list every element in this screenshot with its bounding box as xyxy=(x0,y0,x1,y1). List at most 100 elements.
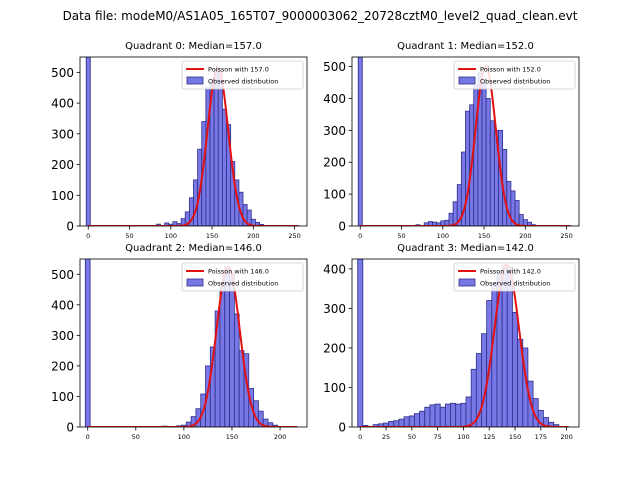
histogram-bar xyxy=(491,284,498,427)
legend-hist-swatch xyxy=(186,278,204,287)
x-tick-label: 150 xyxy=(206,232,218,240)
histogram-bar xyxy=(213,68,219,226)
histogram-bar xyxy=(229,272,235,427)
figure-title: Data file: modeM0/AS1A05_165T07_90000030… xyxy=(63,9,578,23)
legend-hist-swatch xyxy=(458,278,476,287)
histogram-bar xyxy=(217,71,223,226)
x-tick-label: 200 xyxy=(519,232,531,240)
y-tick-label: 400 xyxy=(323,262,346,276)
histogram-bar xyxy=(434,403,441,427)
legend-box xyxy=(453,60,576,90)
x-tick-label: 150 xyxy=(509,433,521,441)
histogram-bar xyxy=(514,200,520,226)
legend-box xyxy=(453,262,576,292)
poisson-fit-line xyxy=(87,265,298,427)
legend-hist-label: Observed distribution xyxy=(480,280,550,288)
x-tick-label: 25 xyxy=(382,433,390,441)
x-tick-label: 150 xyxy=(226,433,238,441)
x-tick-label: 200 xyxy=(247,232,259,240)
x-tick-label: 0 xyxy=(86,232,90,240)
poisson-fit-line xyxy=(360,65,571,226)
histogram-bar xyxy=(470,368,477,427)
x-tick-label: 75 xyxy=(434,433,442,441)
histogram-bar xyxy=(448,212,454,226)
histogram-bar xyxy=(414,413,420,427)
x-tick-label: 150 xyxy=(478,232,490,240)
histogram-bar xyxy=(85,57,91,226)
histogram-bar xyxy=(481,333,488,427)
y-tick-label: 200 xyxy=(51,359,74,373)
quadrant-3-title: Quadrant 3: Median=142.0 xyxy=(397,243,534,254)
histogram-bar xyxy=(465,396,472,427)
y-tick-label: 200 xyxy=(323,156,346,170)
legend-fit-label: Poisson with 146.0 xyxy=(208,268,269,276)
histogram-bar xyxy=(439,406,446,427)
y-tick-label: 100 xyxy=(51,390,74,404)
histogram-bar xyxy=(408,415,415,427)
y-tick-label: 100 xyxy=(323,188,346,202)
plot-area xyxy=(357,259,569,427)
x-tick-label: 0 xyxy=(86,433,90,441)
y-tick-label: 400 xyxy=(323,92,346,106)
x-tick-label: 175 xyxy=(535,433,547,441)
legend-box xyxy=(181,262,304,292)
y-tick-label: 200 xyxy=(51,158,74,172)
axes-frame xyxy=(79,56,308,227)
histogram-bar xyxy=(221,108,227,226)
histogram-bar xyxy=(460,402,467,427)
legend: Poisson with 146.0 Observed distribution xyxy=(181,262,304,292)
x-tick-label: 50 xyxy=(125,232,133,240)
histogram-bar xyxy=(246,209,252,226)
histogram-bar xyxy=(357,259,364,427)
histogram-bar xyxy=(444,403,451,427)
legend-hist-swatch xyxy=(186,76,204,85)
x-tick-label: 0 xyxy=(358,433,362,441)
x-tick-label: 250 xyxy=(560,232,572,240)
axes-frame xyxy=(351,258,580,428)
quadrant-0-title: Quadrant 0: Median=157.0 xyxy=(125,41,262,52)
quadrant-2-panel: 0 50 100 150 200 0 100 200 300 400 500 Quadrant 2: … xyxy=(51,243,308,441)
x-tick-label: 200 xyxy=(274,433,286,441)
quadrant-0-panel: 0 50 100 150 200 250 0 100 200 300 400 500 Quadrant … xyxy=(51,41,308,240)
x-tick-label: 125 xyxy=(483,433,495,441)
y-tick-label: 0 xyxy=(66,421,74,435)
x-tick-label: 100 xyxy=(165,232,177,240)
y-tick-label: 400 xyxy=(51,97,74,111)
axes-frame xyxy=(351,56,580,227)
histogram-bar xyxy=(357,57,363,226)
x-tick-label: 0 xyxy=(358,232,362,240)
quadrant-1-title: Quadrant 1: Median=152.0 xyxy=(397,41,534,52)
legend: Poisson with 142.0 Observed distribution xyxy=(453,262,576,292)
histogram-bar xyxy=(429,404,436,427)
y-tick-label: 400 xyxy=(51,298,74,312)
quadrant-3-panel: 0 25 50 75 100 125 150 175 200 0 100 200 300 400 Quadr… xyxy=(323,243,580,441)
poisson-fit-line xyxy=(360,263,569,427)
y-tick-label: 100 xyxy=(51,189,74,203)
legend: Poisson with 152.0 Observed distribution xyxy=(453,60,576,90)
quadrant-1-panel: 0 50 100 150 200 250 0 100 200 300 400 500 Quadrant … xyxy=(323,41,580,240)
histogram-bar xyxy=(512,311,519,427)
quadrant-panels: 0 50 100 150 200 2500100200300400500Quadrant … xyxy=(51,41,580,441)
y-tick-label: 300 xyxy=(323,124,346,138)
y-tick-label: 500 xyxy=(51,268,74,282)
quadrant-2-title: Quadrant 2: Median=146.0 xyxy=(125,243,262,254)
histogram-bar xyxy=(518,214,524,226)
y-tick-label: 0 xyxy=(338,421,346,435)
x-tick-label: 100 xyxy=(437,232,449,240)
legend-hist-swatch xyxy=(458,76,476,85)
histogram-bar xyxy=(424,406,431,427)
legend-hist-label: Observed distribution xyxy=(208,280,278,288)
histogram-bar xyxy=(84,259,91,427)
y-tick-label: 500 xyxy=(51,66,74,80)
y-tick-label: 100 xyxy=(323,381,346,395)
x-tick-label: 50 xyxy=(397,232,405,240)
histogram-bar xyxy=(485,98,491,226)
legend-hist-label: Observed distribution xyxy=(208,78,278,86)
histogram-bar xyxy=(403,416,410,427)
legend-hist-label: Observed distribution xyxy=(480,78,550,86)
legend-fit-label: Poisson with 152.0 xyxy=(480,66,541,74)
y-tick-label: 0 xyxy=(338,220,346,234)
legend-fit-label: Poisson with 142.0 xyxy=(480,268,541,276)
histogram-bar xyxy=(398,418,405,427)
histogram-bar xyxy=(233,313,240,427)
